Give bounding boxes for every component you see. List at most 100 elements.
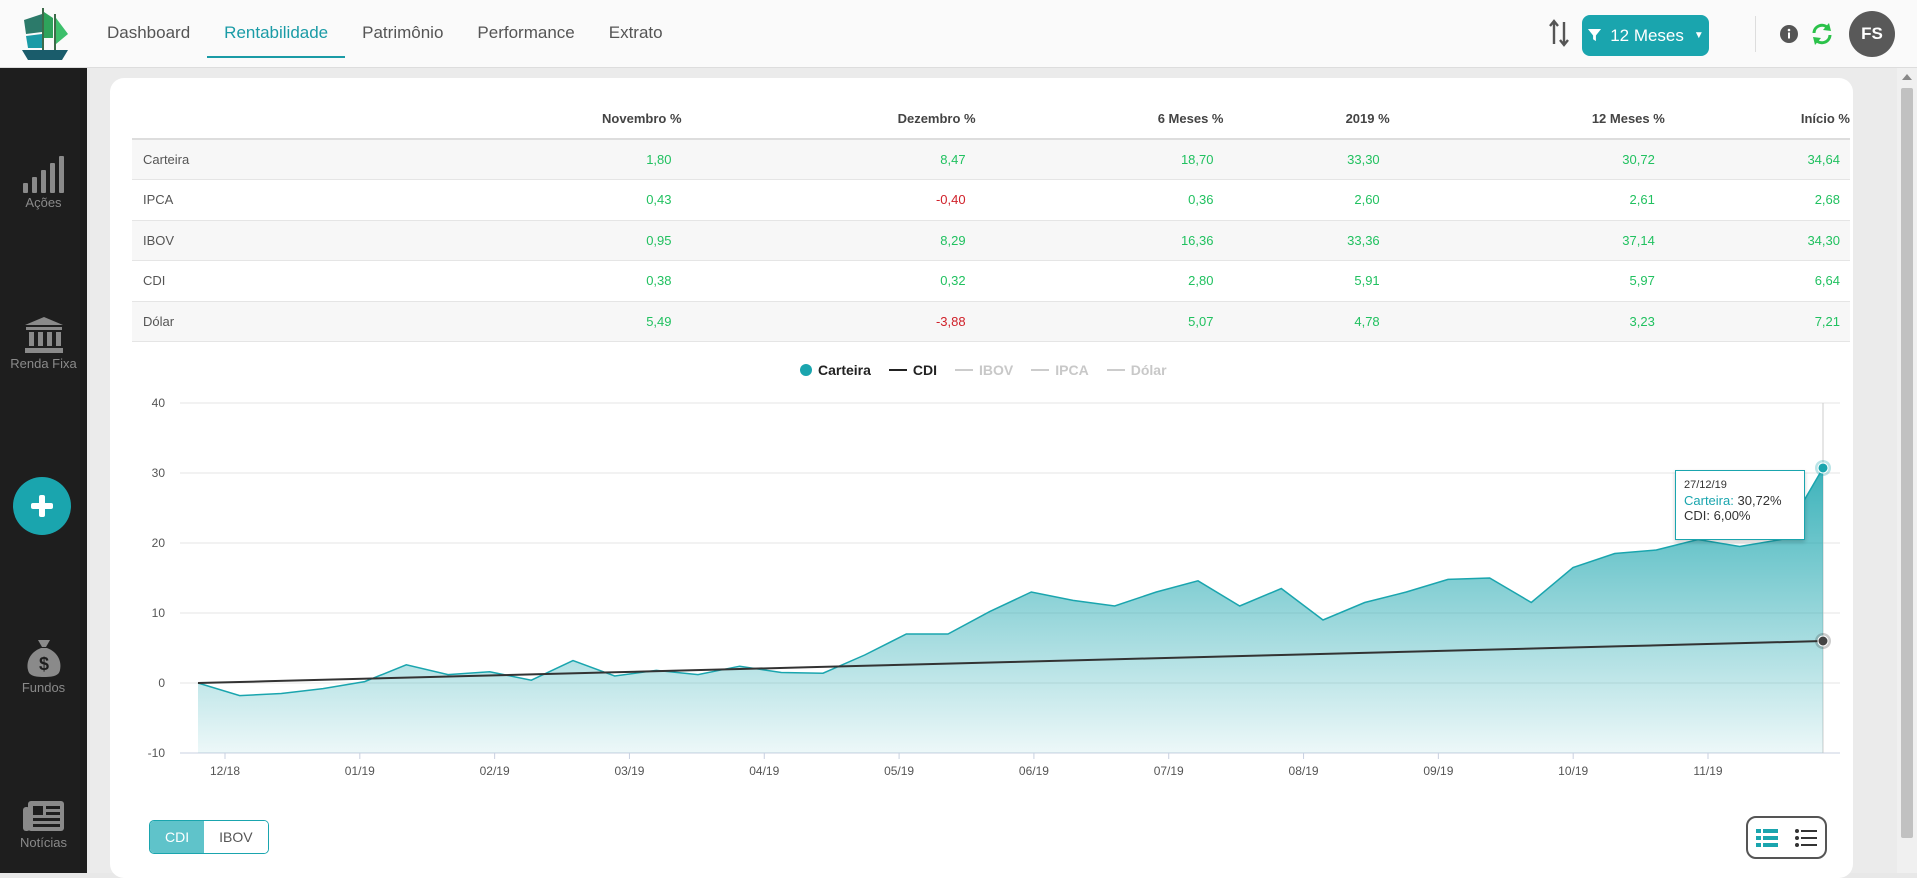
y-tick-label: 30 bbox=[152, 466, 166, 480]
user-avatar[interactable]: FS bbox=[1849, 11, 1895, 57]
table-header[interactable]: 2019 % bbox=[1223, 98, 1390, 140]
caret-down-icon: ▼ bbox=[1693, 30, 1704, 41]
table-row: Dólar 5,49 -3,88 5,07 4,78 3,23 7,21 bbox=[132, 301, 1850, 342]
carteira-area bbox=[198, 468, 1823, 753]
divider bbox=[1755, 16, 1756, 52]
table-cell: 5,07 bbox=[975, 301, 1224, 342]
sort-icon[interactable] bbox=[1548, 18, 1570, 48]
tooltip-cdi-value: 6,00% bbox=[1713, 508, 1751, 523]
view-toggle bbox=[1746, 816, 1827, 859]
row-label: Carteira bbox=[132, 139, 382, 180]
period-filter-button[interactable]: 12 Meses ▼ bbox=[1582, 15, 1709, 56]
svg-text:$: $ bbox=[38, 654, 48, 674]
legend-line-icon bbox=[1031, 369, 1050, 371]
table-view-icon[interactable] bbox=[1756, 828, 1779, 847]
carteira-line bbox=[197, 467, 1824, 697]
nav-tab-extrato[interactable]: Extrato bbox=[608, 23, 663, 42]
table-cell: 2,68 bbox=[1664, 179, 1850, 221]
main-nav: Dashboard Rentabilidade Patrimônio Perfo… bbox=[90, 0, 680, 68]
table-cell: 0,43 bbox=[382, 179, 682, 221]
table-cell: 3,23 bbox=[1389, 301, 1665, 342]
legend-item-cdi[interactable]: CDI bbox=[888, 362, 938, 378]
table-cell: 0,36 bbox=[975, 179, 1224, 221]
period-filter-label: 12 Meses bbox=[1610, 25, 1684, 45]
returns-table: Novembro % Dezembro % 6 Meses % 2019 % 1… bbox=[132, 98, 1850, 342]
y-tick-label: 20 bbox=[152, 536, 166, 550]
sidebar-item-noticias[interactable]: Notícias bbox=[0, 799, 87, 850]
filter-icon bbox=[1588, 28, 1602, 42]
nav-tab-dashboard[interactable]: Dashboard bbox=[107, 23, 191, 42]
vertical-scrollbar[interactable] bbox=[1897, 68, 1917, 873]
legend-label: IBOV bbox=[979, 362, 1014, 378]
nav-tab-patrimonio[interactable]: Patrimônio bbox=[362, 23, 444, 42]
sidebar-item-acoes[interactable]: Ações bbox=[0, 155, 87, 210]
x-tick-label: 04/19 bbox=[749, 764, 779, 778]
row-label: Dólar bbox=[132, 301, 382, 342]
legend-item-dolar[interactable]: Dólar bbox=[1106, 362, 1167, 378]
table-cell: 33,30 bbox=[1223, 139, 1390, 180]
legend-label: CDI bbox=[912, 362, 938, 378]
x-tick-label: 02/19 bbox=[480, 764, 510, 778]
scroll-up-arrow-icon[interactable] bbox=[1902, 74, 1912, 80]
newspaper-icon bbox=[22, 801, 64, 831]
table-cell: 8,29 bbox=[681, 220, 976, 261]
table-row: Carteira 1,80 8,47 18,70 33,30 30,72 34,… bbox=[132, 139, 1850, 180]
sidebar: Ações Renda Fixa $ Fundos bbox=[0, 68, 87, 873]
refresh-icon[interactable] bbox=[1810, 22, 1834, 46]
bank-icon bbox=[24, 317, 63, 353]
sidebar-item-renda-fixa[interactable]: Renda Fixa bbox=[0, 316, 87, 371]
table-header[interactable]: 12 Meses % bbox=[1389, 98, 1665, 140]
table-cell: 18,70 bbox=[975, 139, 1224, 180]
table-cell: 5,91 bbox=[1223, 260, 1390, 302]
legend-item-ipca[interactable]: IPCA bbox=[1031, 362, 1089, 378]
chart-tooltip: 27/12/19 Carteira: 30,72% CDI: 6,00% bbox=[1675, 470, 1805, 540]
sidebar-item-label: Renda Fixa bbox=[10, 356, 77, 371]
sidebar-item-label: Ações bbox=[25, 195, 62, 210]
tooltip-carteira-label: Carteira: bbox=[1684, 493, 1734, 508]
tooltip-carteira-value: 30,72% bbox=[1737, 493, 1782, 508]
money-bag-icon: $ bbox=[27, 640, 60, 677]
legend-dot-icon bbox=[800, 364, 812, 376]
table-cell: 5,49 bbox=[382, 301, 682, 342]
x-tick-label: 08/19 bbox=[1289, 764, 1319, 778]
nav-tab-performance[interactable]: Performance bbox=[477, 23, 575, 42]
ship-logo-icon[interactable] bbox=[18, 4, 72, 64]
table-cell: 4,78 bbox=[1223, 301, 1390, 342]
table-cell: 30,72 bbox=[1389, 139, 1665, 180]
table-row: IBOV 0,95 8,29 16,36 33,36 37,14 34,30 bbox=[132, 220, 1850, 261]
info-icon[interactable] bbox=[1779, 24, 1799, 44]
table-cell: 0,95 bbox=[382, 220, 682, 261]
chart-legend: Carteira CDI IBOV IPCA Dólar bbox=[800, 362, 1167, 378]
x-tick-label: 06/19 bbox=[1019, 764, 1049, 778]
cdi-marker bbox=[1817, 635, 1829, 647]
table-cell: 2,80 bbox=[975, 260, 1224, 302]
legend-item-carteira[interactable]: Carteira bbox=[800, 362, 871, 378]
sidebar-item-fundos[interactable]: $ Fundos bbox=[0, 638, 87, 695]
table-cell: 2,61 bbox=[1389, 179, 1665, 221]
x-tick-label: 10/19 bbox=[1558, 764, 1588, 778]
table-header[interactable]: Início % bbox=[1664, 98, 1850, 140]
row-label: IBOV bbox=[132, 220, 382, 261]
table-header[interactable]: 6 Meses % bbox=[975, 98, 1224, 140]
benchmark-toggle: CDI IBOV bbox=[149, 820, 269, 854]
table-header[interactable]: Novembro % bbox=[382, 98, 682, 140]
table-cell: -3,88 bbox=[681, 301, 976, 342]
legend-label: IPCA bbox=[1055, 362, 1089, 378]
x-tick-label: 12/18 bbox=[210, 764, 240, 778]
legend-label: Dólar bbox=[1130, 362, 1167, 378]
table-header[interactable]: Dezembro % bbox=[681, 98, 976, 140]
legend-item-ibov[interactable]: IBOV bbox=[955, 362, 1013, 378]
list-view-icon[interactable] bbox=[1794, 828, 1817, 847]
nav-tab-rentabilidade[interactable]: Rentabilidade bbox=[207, 0, 346, 58]
scroll-thumb[interactable] bbox=[1901, 88, 1913, 838]
toggle-cdi-button[interactable]: CDI bbox=[150, 821, 205, 853]
table-header-row: Novembro % Dezembro % 6 Meses % 2019 % 1… bbox=[132, 98, 1850, 140]
tooltip-date: 27/12/19 bbox=[1684, 479, 1727, 491]
add-button[interactable] bbox=[13, 477, 71, 535]
toggle-ibov-button[interactable]: IBOV bbox=[204, 821, 268, 853]
table-cell: 34,30 bbox=[1664, 220, 1850, 261]
table-row: IPCA 0,43 -0,40 0,36 2,60 2,61 2,68 bbox=[132, 179, 1850, 221]
table-cell: 16,36 bbox=[975, 220, 1224, 261]
y-tick-label: 10 bbox=[152, 606, 166, 620]
y-tick-label: 40 bbox=[152, 396, 166, 410]
